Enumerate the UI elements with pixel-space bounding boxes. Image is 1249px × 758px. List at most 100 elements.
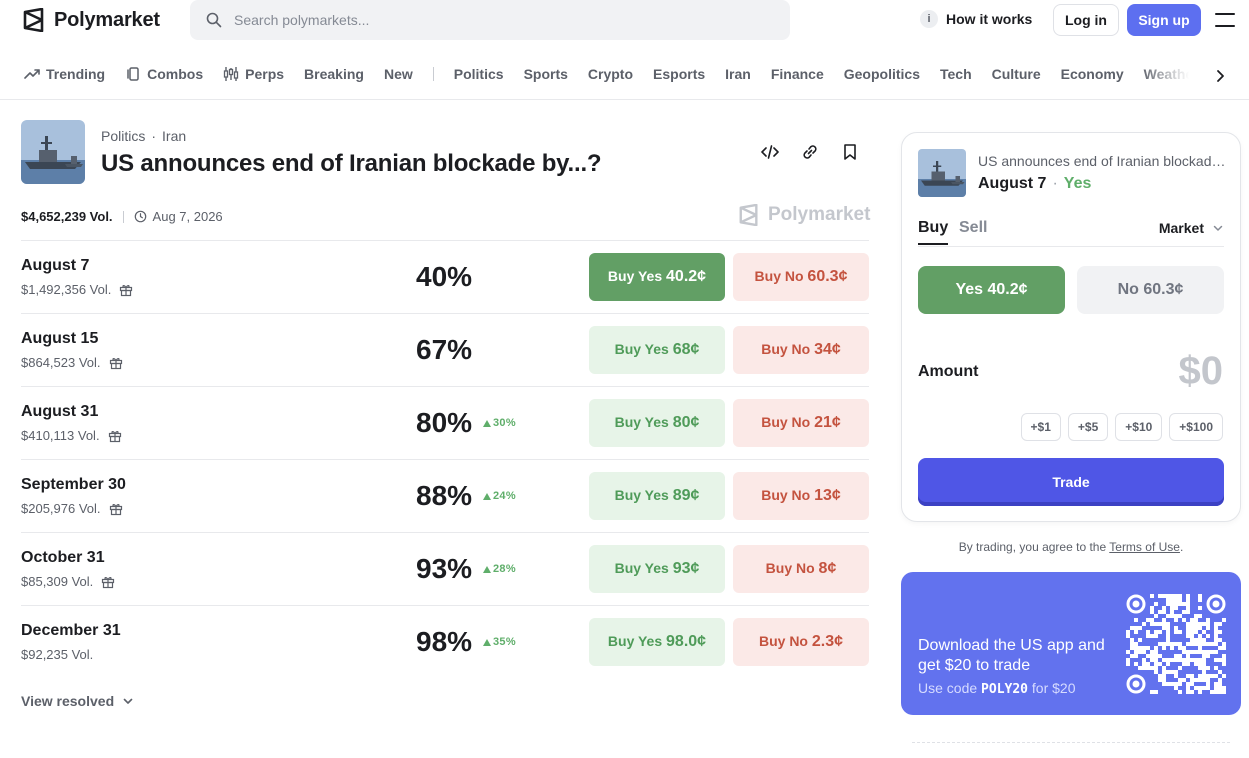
nav-item-label: Combos bbox=[147, 66, 204, 82]
trade-yes-button[interactable]: Yes 40.2¢ bbox=[918, 266, 1065, 314]
bookmark-icon[interactable] bbox=[840, 142, 860, 162]
market-volume-text: $85,309 Vol. bbox=[21, 574, 94, 589]
polymarket-watermark: Polymarket bbox=[738, 204, 870, 226]
buy-no-button[interactable]: Buy No 2.3¢ bbox=[733, 618, 869, 666]
buy-yes-button[interactable]: Buy Yes 98.0¢ bbox=[589, 618, 725, 666]
market-probability: 98% bbox=[416, 626, 473, 657]
how-it-works-link[interactable]: i How it works bbox=[920, 10, 1032, 28]
nav-item-sports[interactable]: Sports bbox=[523, 66, 568, 82]
login-button[interactable]: Log in bbox=[1053, 4, 1119, 36]
trade-yes-label: Yes bbox=[955, 281, 984, 298]
event-end-date: Aug 7, 2026 bbox=[134, 209, 223, 224]
buy-yes-label: Buy Yes bbox=[607, 268, 663, 284]
market-row[interactable]: August 31 $410,113 Vol. 80% 30% Buy Yes 80¢ B… bbox=[21, 386, 869, 459]
market-volume-text: $410,113 Vol. bbox=[21, 428, 100, 443]
search-bar[interactable] bbox=[190, 0, 790, 40]
app-promo-banner[interactable]: Download the US app and get $20 to trade… bbox=[901, 572, 1241, 715]
market-label: October 31 bbox=[21, 549, 105, 566]
buy-no-price: 60.3¢ bbox=[807, 268, 848, 285]
market-volume-text: $205,976 Vol. bbox=[21, 501, 101, 516]
nav-item-esports[interactable]: Esports bbox=[653, 66, 706, 82]
market-volume-text: $864,523 Vol. bbox=[21, 355, 101, 370]
menu-icon[interactable] bbox=[1215, 13, 1235, 27]
terms-of-use-link[interactable]: Terms of Use bbox=[1109, 540, 1180, 554]
buy-no-button[interactable]: Buy No 21¢ bbox=[733, 399, 869, 447]
market-label: September 30 bbox=[21, 476, 126, 493]
tab-buy[interactable]: Buy bbox=[918, 219, 949, 245]
market-row[interactable]: September 30 $205,976 Vol. 88% 24% Buy Yes 8… bbox=[21, 459, 869, 532]
breadcrumb-iran[interactable]: Iran bbox=[162, 128, 187, 144]
link-icon[interactable] bbox=[800, 142, 820, 162]
category-nav-items: Trending Combos Perps Breaking New Politics Sp… bbox=[24, 66, 1219, 82]
brand-name: Polymarket bbox=[54, 8, 160, 31]
polymarket-logo-icon bbox=[739, 204, 758, 226]
buy-yes-button[interactable]: Buy Yes 89¢ bbox=[589, 472, 725, 520]
signup-button[interactable]: Sign up bbox=[1127, 4, 1201, 36]
view-resolved-label: View resolved bbox=[21, 693, 115, 709]
search-input[interactable] bbox=[234, 12, 774, 28]
quick-amounts: +$1 +$5 +$10 +$100 bbox=[1020, 413, 1223, 441]
market-volume: $864,523 Vol. bbox=[21, 355, 123, 370]
buy-yes-price: 80¢ bbox=[672, 414, 700, 431]
market-row[interactable]: August 15 $864,523 Vol. 67% Buy Yes 68¢ Buy … bbox=[21, 313, 869, 386]
buy-yes-label: Buy Yes bbox=[607, 633, 663, 649]
buy-no-button[interactable]: Buy No 8¢ bbox=[733, 545, 869, 593]
amount-label: Amount bbox=[918, 363, 979, 380]
breadcrumb-politics[interactable]: Politics bbox=[101, 128, 146, 144]
amount-input[interactable]: $0 bbox=[1178, 349, 1224, 393]
quick-amount-button[interactable]: +$10 bbox=[1115, 413, 1163, 441]
market-list: August 7 $1,492,356 Vol. 40% Buy Yes 40.2¢ B… bbox=[21, 240, 869, 678]
gift-icon[interactable] bbox=[109, 356, 123, 370]
nav-item-new[interactable]: New bbox=[384, 66, 413, 82]
chevron-right-icon[interactable] bbox=[1212, 68, 1228, 84]
market-row[interactable]: August 7 $1,492,356 Vol. 40% Buy Yes 40.2¢ B… bbox=[21, 240, 869, 313]
quick-amount-button[interactable]: +$5 bbox=[1067, 413, 1109, 441]
brand-logo[interactable]: Polymarket bbox=[22, 8, 160, 32]
nav-item-breaking[interactable]: Breaking bbox=[304, 66, 364, 82]
buy-yes-button[interactable]: Buy Yes 40.2¢ bbox=[589, 253, 725, 301]
gift-icon[interactable] bbox=[109, 502, 123, 516]
nav-item-trending[interactable]: Trending bbox=[24, 66, 105, 82]
gift-icon[interactable] bbox=[108, 429, 122, 443]
market-row[interactable]: October 31 $85,309 Vol. 93% 28% Buy Yes 93¢ B… bbox=[21, 532, 869, 605]
nav-item-geopolitics[interactable]: Geopolitics bbox=[843, 66, 920, 82]
buy-no-button[interactable]: Buy No 13¢ bbox=[733, 472, 869, 520]
meta-divider bbox=[122, 210, 124, 223]
order-type-dropdown[interactable]: Market bbox=[1159, 220, 1224, 236]
view-resolved-toggle[interactable]: View resolved bbox=[21, 693, 134, 709]
nav-item-tech[interactable]: Tech bbox=[939, 66, 972, 82]
buy-yes-button[interactable]: Buy Yes 68¢ bbox=[589, 326, 725, 374]
nav-item-combos[interactable]: Combos bbox=[125, 66, 203, 82]
market-volume: $1,492,356 Vol. bbox=[21, 282, 133, 297]
buy-yes-button[interactable]: Buy Yes 93¢ bbox=[589, 545, 725, 593]
nav-item-iran[interactable]: Iran bbox=[725, 66, 751, 82]
tab-sell[interactable]: Sell bbox=[959, 219, 988, 236]
buy-no-label: Buy No bbox=[754, 268, 804, 284]
probability-change: 30% bbox=[483, 417, 516, 429]
nav-item-finance[interactable]: Finance bbox=[770, 66, 824, 82]
nav-item-economy[interactable]: Economy bbox=[1060, 66, 1124, 82]
probability-change: 24% bbox=[483, 490, 516, 502]
quick-amount-button[interactable]: +$1 bbox=[1020, 413, 1061, 441]
buy-yes-price: 98.0¢ bbox=[666, 633, 707, 650]
gift-icon[interactable] bbox=[101, 575, 115, 589]
quick-amount-button[interactable]: +$100 bbox=[1169, 413, 1223, 441]
buy-no-price: 21¢ bbox=[814, 414, 841, 431]
category-nav: Trending Combos Perps Breaking New Politics Sp… bbox=[0, 56, 1249, 100]
gift-icon[interactable] bbox=[119, 283, 133, 297]
nav-item-culture[interactable]: Culture bbox=[991, 66, 1041, 82]
nav-item-perps[interactable]: Perps bbox=[223, 66, 284, 82]
trade-button[interactable]: Trade bbox=[918, 458, 1224, 506]
nav-item-crypto[interactable]: Crypto bbox=[587, 66, 634, 82]
market-row[interactable]: December 31 $92,235 Vol. 98% 35% Buy Yes 98.… bbox=[21, 605, 869, 678]
embed-code-icon[interactable] bbox=[760, 142, 780, 162]
chevron-down-icon bbox=[1213, 225, 1223, 231]
buy-yes-button[interactable]: Buy Yes 80¢ bbox=[589, 399, 725, 447]
terms-prefix: By trading, you agree to the bbox=[958, 540, 1107, 554]
buy-no-button[interactable]: Buy No 60.3¢ bbox=[733, 253, 869, 301]
buy-no-button[interactable]: Buy No 34¢ bbox=[733, 326, 869, 374]
nav-item-politics[interactable]: Politics bbox=[453, 66, 504, 82]
trade-no-button[interactable]: No 60.3¢ bbox=[1077, 266, 1224, 314]
event-image bbox=[21, 120, 85, 184]
nav-item-label: Breaking bbox=[304, 66, 364, 82]
